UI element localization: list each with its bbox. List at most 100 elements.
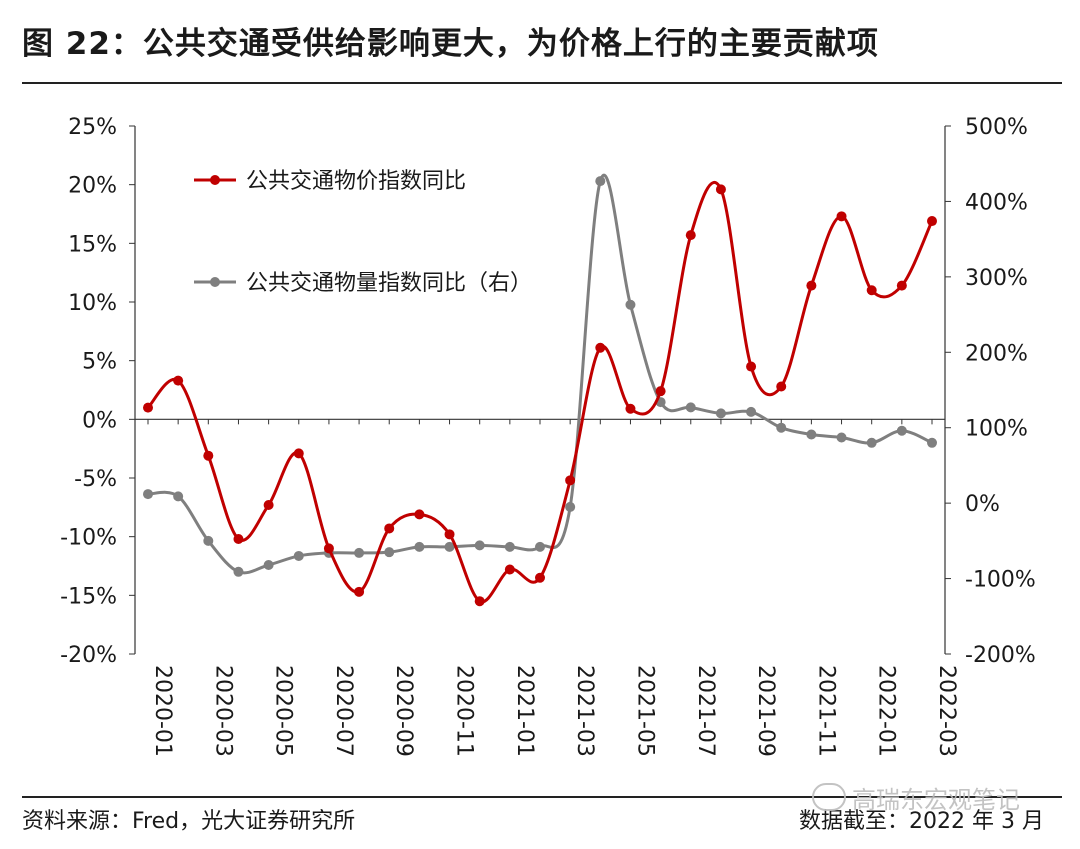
y-left-tick-label: -10%: [60, 526, 117, 551]
data-point-price: [474, 596, 485, 607]
y-right-tick-label: 100%: [965, 417, 1028, 442]
page-title: 图 22：公共交通受供给影响更大，为价格上行的主要贡献项: [22, 26, 879, 62]
data-point-volume: [776, 422, 787, 433]
data-point-price: [323, 543, 334, 554]
x-tick-label: 2021-01: [512, 665, 537, 757]
data-point-volume: [444, 541, 455, 552]
data-point-price: [444, 529, 455, 540]
x-tick-label: 2020-07: [331, 665, 356, 757]
x-tick-label: 2020-09: [391, 665, 416, 757]
data-point-price: [866, 285, 877, 296]
data-point-volume: [233, 566, 244, 577]
data-point-price: [655, 386, 666, 397]
legend-label-price: 公共交通物价指数同比: [246, 169, 466, 194]
y-left-tick-label: 15%: [68, 232, 117, 257]
data-point-price: [896, 280, 907, 291]
series-line-price: [146, 180, 934, 604]
data-point-volume: [715, 408, 726, 419]
data-point-price: [504, 564, 515, 575]
data-point-volume: [746, 406, 757, 417]
data-point-volume: [535, 541, 545, 552]
data-point-price: [414, 509, 425, 520]
data-point-volume: [173, 491, 184, 502]
title-divider: [22, 82, 1062, 84]
y-left-tick-label: -20%: [60, 643, 117, 668]
data-point-volume: [927, 437, 937, 448]
data-point-price: [927, 216, 937, 227]
data-point-price: [535, 572, 545, 583]
x-tick-label: 2020-03: [210, 665, 235, 757]
x-tick-label: 2022-03: [934, 665, 959, 757]
y-left-tick-label: 10%: [68, 291, 117, 316]
data-point-volume: [504, 541, 515, 552]
data-point-price: [203, 450, 214, 461]
data-point-volume: [384, 547, 395, 558]
wechat-icon: [812, 783, 846, 811]
x-tick-label: 2020-01: [150, 665, 175, 757]
data-point-volume: [143, 489, 153, 500]
x-tick-label: 2022-01: [874, 665, 899, 757]
data-point-price: [384, 523, 395, 534]
chart-series: [143, 173, 937, 607]
chart-tick-labels: 25% 20% 15% 10% 5% 0% -5% -10% -15% -20% 500% 400% 3…: [60, 115, 1036, 757]
data-point-volume: [203, 535, 214, 546]
data-point-price: [806, 280, 817, 291]
watermark-text: 高瑞东宏观笔记: [852, 786, 1020, 814]
y-right-tick-label: 200%: [965, 341, 1028, 366]
data-point-volume: [293, 550, 304, 561]
legend-marker-volume: [210, 277, 220, 287]
data-point-price: [595, 342, 606, 353]
data-point-volume: [806, 429, 817, 440]
line-chart: 25% 20% 15% 10% 5% 0% -5% -10% -15% -20% 500% 400% 3…: [60, 115, 1036, 757]
y-right-tick-label: -100%: [965, 568, 1036, 593]
x-tick-label: 2021-05: [632, 665, 657, 757]
watermark: 高瑞东宏观笔记: [812, 780, 1020, 815]
data-point-volume: [685, 402, 696, 413]
data-point-price: [354, 586, 365, 597]
data-point-volume: [896, 425, 907, 436]
data-point-volume: [836, 432, 847, 443]
data-point-price: [715, 184, 726, 195]
data-point-price: [836, 211, 847, 222]
x-tick-label: 2021-07: [693, 665, 718, 757]
y-right-tick-label: 300%: [965, 266, 1028, 291]
data-point-price: [565, 475, 576, 486]
footer-divider: [22, 796, 1062, 798]
data-point-price: [173, 375, 184, 386]
data-point-price: [776, 381, 787, 392]
y-right-tick-label: 400%: [965, 190, 1028, 215]
data-point-price: [143, 402, 153, 413]
data-point-price: [293, 448, 304, 459]
data-point-volume: [474, 540, 485, 551]
data-point-price: [263, 499, 274, 510]
data-point-price: [746, 361, 757, 372]
y-left-tick-label: 5%: [82, 350, 117, 375]
y-left-tick-label: -5%: [74, 467, 117, 492]
source-note: 资料来源：Fred，光大证券研究所: [22, 809, 356, 834]
data-point-volume: [354, 547, 365, 558]
y-left-tick-label: 0%: [82, 408, 117, 433]
x-tick-label: 2020-05: [271, 665, 296, 757]
data-point-volume: [565, 501, 576, 512]
x-tick-label: 2021-11: [813, 665, 838, 757]
legend-label-volume: 公共交通物量指数同比（右）: [246, 271, 532, 296]
data-point-volume: [414, 541, 425, 552]
series-line-volume: [147, 173, 933, 575]
x-tick-label: 2020-11: [452, 665, 477, 757]
data-point-price: [625, 403, 636, 414]
y-left-tick-label: -15%: [60, 584, 117, 609]
y-right-tick-label: 500%: [965, 115, 1028, 140]
x-tick-label: 2021-03: [572, 665, 597, 757]
data-point-volume: [625, 299, 636, 310]
legend-marker-price: [210, 175, 220, 185]
chart-axes: [129, 125, 951, 655]
data-point-volume: [595, 176, 606, 187]
y-left-tick-label: 25%: [68, 115, 117, 140]
data-point-price: [233, 534, 244, 545]
y-right-tick-label: -200%: [965, 643, 1036, 668]
y-left-tick-label: 20%: [68, 174, 117, 199]
x-tick-label: 2021-09: [753, 665, 778, 757]
data-point-volume: [866, 437, 877, 448]
data-cutoff-note: 数据截至：2022 年 3 月: [799, 809, 1044, 834]
